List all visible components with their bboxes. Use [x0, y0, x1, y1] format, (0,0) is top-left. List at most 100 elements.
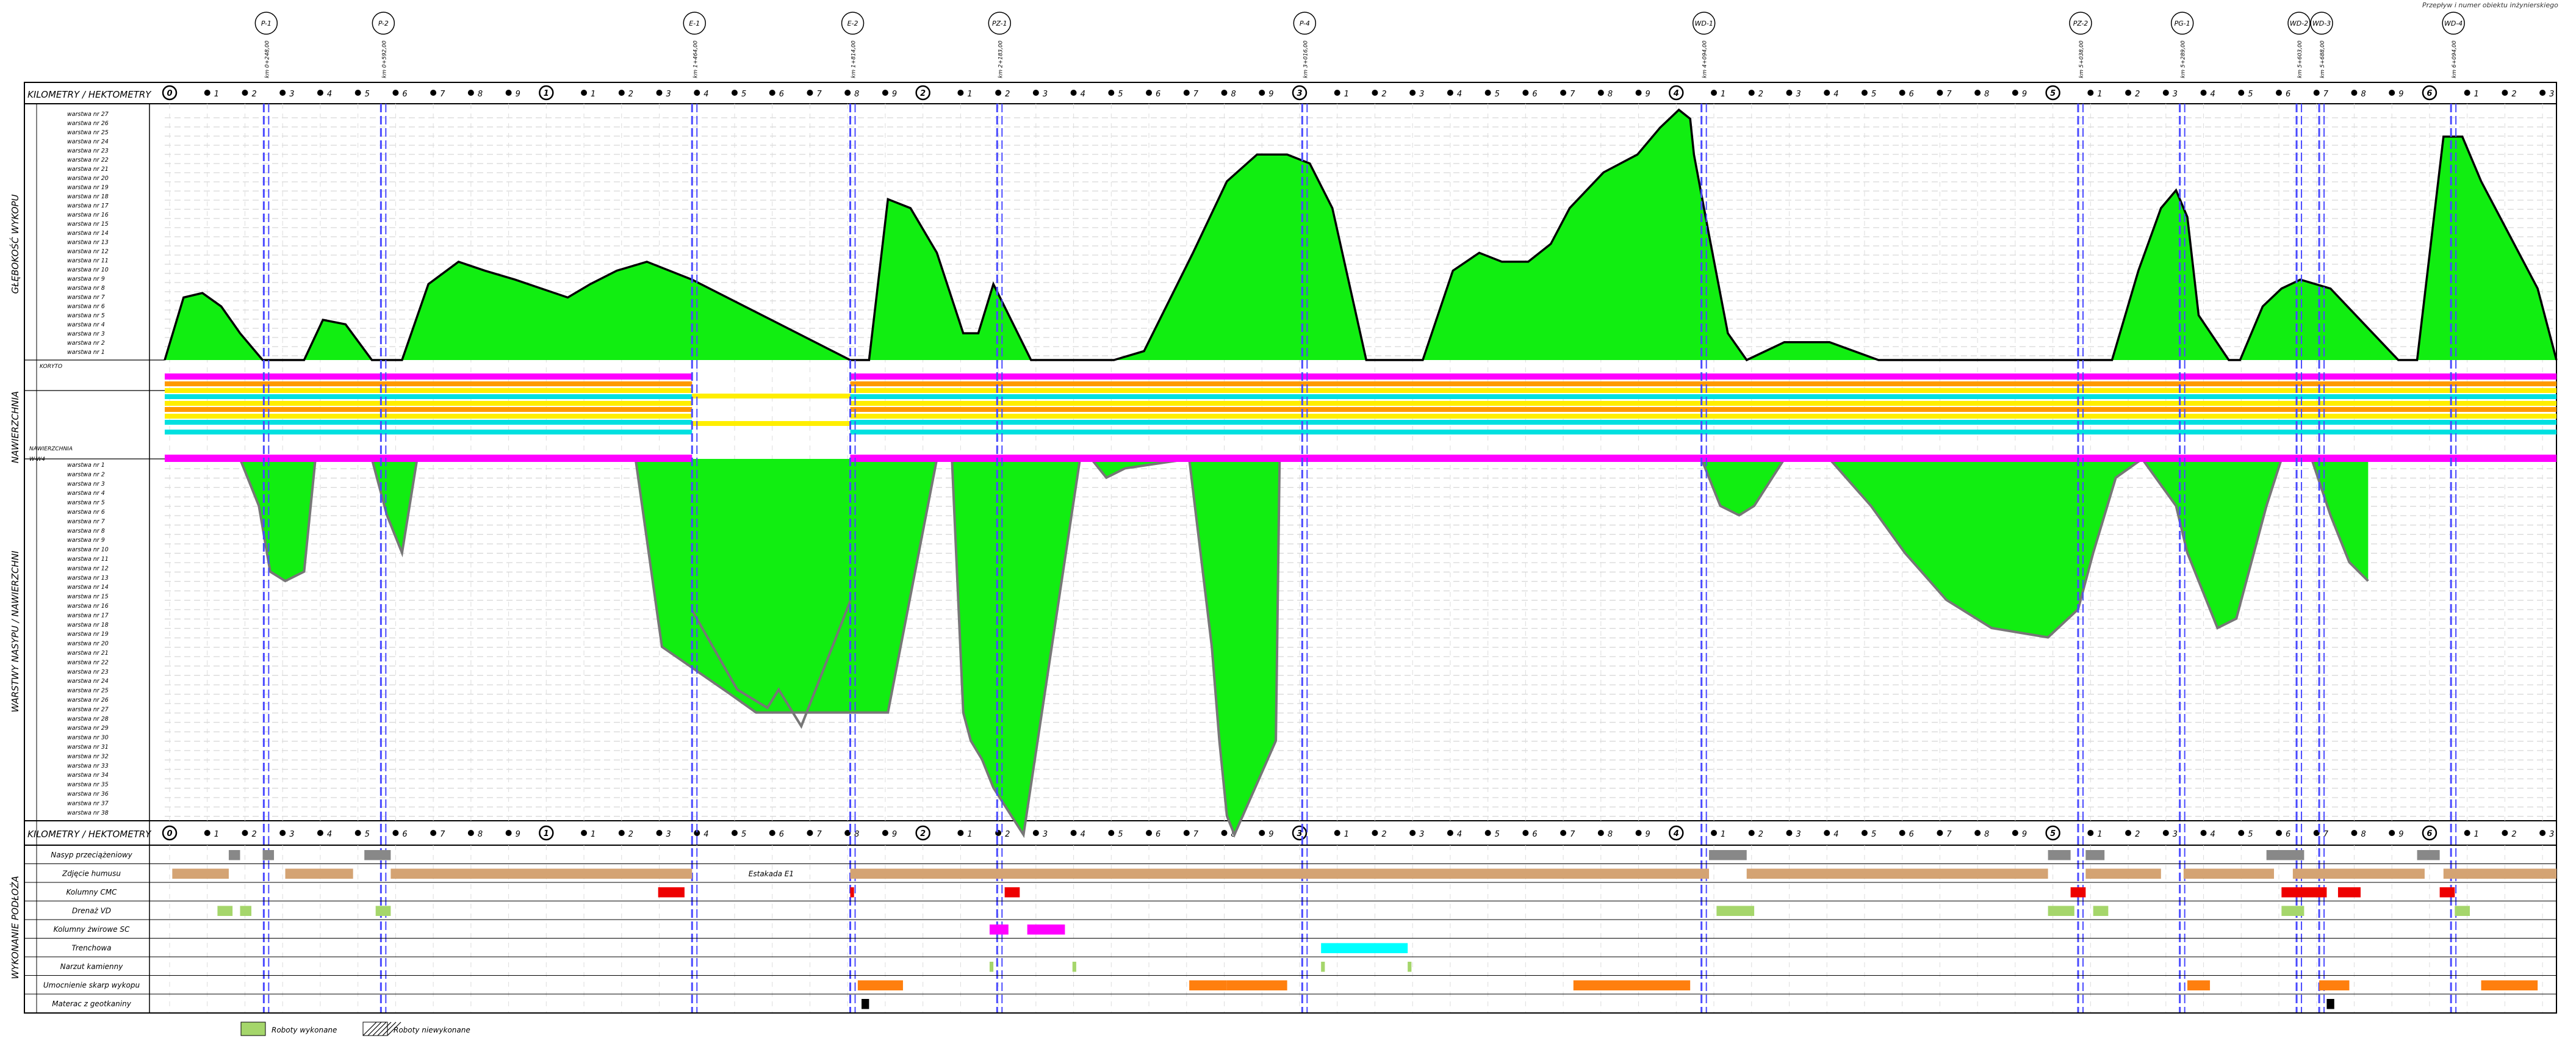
hm-marker-bottom — [392, 830, 399, 836]
hm-digit-top: 9 — [1268, 90, 1273, 99]
hm-digit-top: 2 — [2135, 90, 2140, 99]
hm-digit-top: 7 — [440, 90, 445, 99]
row-label-bottom: warstwa nr 32 — [67, 753, 109, 760]
works-row-label: Kolumny CMC — [66, 888, 117, 896]
legend-hatch — [372, 1022, 387, 1036]
hm-digit-top: 5 — [741, 90, 746, 99]
row-label-top: warstwa nr 5 — [67, 312, 105, 319]
hm-digit-bottom: 1 — [214, 830, 219, 839]
hm-digit-bottom: 8 — [2361, 830, 2366, 839]
hm-marker-top — [1861, 90, 1868, 96]
hm-digit-bottom: 6 — [1532, 830, 1537, 839]
hm-marker-bottom — [1560, 830, 1567, 836]
row-label-bottom: warstwa nr 2 — [67, 471, 105, 478]
hm-marker-top — [1221, 90, 1228, 96]
row-label-top: warstwa nr 9 — [67, 276, 105, 283]
hm-marker-bottom — [769, 830, 775, 836]
hm-digit-top: 1 — [591, 90, 595, 99]
estakada-label: Estakada E1 — [749, 870, 794, 878]
estakada-band — [692, 421, 851, 426]
row-label-top: warstwa nr 15 — [67, 221, 109, 228]
hm-digit-bottom: 3 — [289, 830, 294, 839]
structure-km: km 5+603,00 — [2297, 40, 2303, 78]
hm-marker-bottom — [1824, 830, 1830, 836]
structure-id: WD-3 — [2312, 20, 2331, 27]
structure-circle — [841, 12, 865, 35]
pavement-band — [165, 407, 693, 412]
hm-marker-top — [1974, 90, 1981, 96]
structure-circle — [2310, 12, 2333, 35]
hm-digit-bottom: 9 — [1646, 830, 1650, 839]
hm-marker-bottom — [1899, 830, 1905, 836]
hm-marker-bottom — [317, 830, 323, 836]
km-marker-top — [1669, 85, 1684, 101]
hm-marker-top — [957, 90, 964, 96]
row-label-top: warstwa nr 6 — [67, 303, 105, 310]
hm-marker-top — [656, 90, 663, 96]
structure-id: PZ-1 — [992, 20, 1007, 27]
hm-marker-top — [505, 90, 512, 96]
work-bar — [989, 924, 1009, 935]
work-bar — [1072, 962, 1076, 972]
hm-marker-top — [1108, 90, 1115, 96]
section-label-works: WYKONANIE PODŁOŻA — [9, 876, 21, 979]
row-label-bottom: warstwa nr 21 — [67, 650, 109, 657]
km-number-top: 5 — [2050, 89, 2056, 98]
hm-marker-bottom — [2200, 830, 2207, 836]
row-label-top: warstwa nr 13 — [67, 239, 109, 246]
km-number-top: 2 — [920, 89, 926, 98]
structure-circle — [683, 12, 707, 35]
row-label-top: warstwa nr 7 — [67, 294, 105, 301]
hm-digit-bottom: 1 — [2474, 830, 2479, 839]
hm-digit-bottom: 2 — [628, 830, 633, 839]
hm-marker-top — [2539, 90, 2546, 96]
row-label-bottom: warstwa nr 5 — [67, 500, 105, 506]
hm-marker-top — [2125, 90, 2132, 96]
hm-digit-bottom: 3 — [1419, 830, 1424, 839]
hm-marker-top — [430, 90, 437, 96]
hm-marker-bottom — [1937, 830, 1943, 836]
row-label-bottom: warstwa nr 9 — [67, 537, 105, 544]
row-label-bottom: warstwa nr 1 — [67, 462, 105, 469]
structure-km: km 0+592,00 — [381, 40, 387, 78]
work-bar — [2048, 906, 2074, 916]
hm-digit-top: 8 — [478, 90, 483, 99]
hm-marker-bottom — [467, 830, 474, 836]
legend-hatch — [382, 1022, 397, 1036]
row-label-top: warstwa nr 16 — [67, 212, 109, 218]
sublabel-nawierzchnia: NAWIERZCHNIA — [29, 446, 73, 452]
hm-marker-top — [694, 90, 700, 96]
work-bar — [2281, 887, 2327, 898]
km-number-bottom: 1 — [544, 829, 549, 838]
row-label-top: warstwa nr 17 — [67, 203, 109, 209]
work-bar — [2455, 906, 2470, 916]
hm-digit-top: 5 — [1495, 90, 1500, 99]
structure-circle — [2069, 12, 2092, 35]
works-row-label: Narzut kamienny — [60, 962, 124, 971]
structure-id: P-1 — [261, 20, 272, 27]
hm-digit-bottom: 2 — [1005, 830, 1010, 839]
work-bar — [228, 850, 240, 860]
row-label-top: warstwa nr 18 — [67, 193, 109, 200]
work-bar — [2337, 887, 2361, 898]
hm-digit-bottom: 2 — [2511, 830, 2516, 839]
km-label-bottom: KILOMETRY / HEKTOMETRY — [27, 829, 152, 840]
hm-digit-top: 1 — [2474, 90, 2479, 99]
hm-marker-top — [1786, 90, 1793, 96]
hm-digit-bottom: 5 — [365, 830, 370, 839]
hm-digit-top: 8 — [1231, 90, 1236, 99]
pavement-band — [165, 420, 693, 425]
hm-digit-top: 2 — [251, 90, 256, 99]
hm-digit-top: 9 — [2398, 90, 2403, 99]
hm-digit-top: 2 — [1005, 90, 1010, 99]
works-row-label: Zdjęcie humusu — [62, 870, 121, 878]
hm-marker-top — [581, 90, 588, 96]
hm-marker-top — [1334, 90, 1340, 96]
hm-marker-bottom — [1183, 830, 1190, 836]
hm-marker-bottom — [430, 830, 437, 836]
structure-km: km 1+464,00 — [693, 40, 699, 78]
km-marker-top — [2045, 85, 2060, 101]
km-marker-top — [2422, 85, 2437, 101]
pavement-band — [850, 407, 2556, 412]
hm-marker-top — [1484, 90, 1491, 96]
